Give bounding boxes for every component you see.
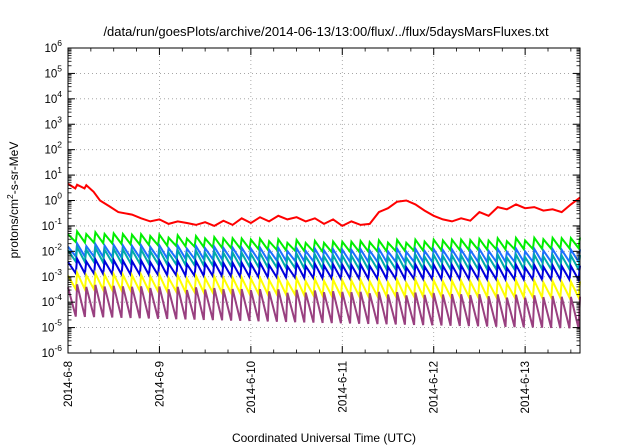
y-tick-exponent: 4 <box>57 89 62 99</box>
x-tick-label: 2014-6-10 <box>246 361 258 413</box>
y-tick-label: 10-4 <box>42 292 63 309</box>
y-tick-label: 10-1 <box>42 216 63 233</box>
x-axis-label: Coordinated Universal Time (UTC) <box>232 431 416 445</box>
y-tick-base: 10 <box>42 297 55 309</box>
y-tick-base: 10 <box>42 246 55 258</box>
y-tick-exponent: -6 <box>54 343 62 353</box>
y-tick-base: 10 <box>44 145 57 157</box>
y-axis-label: protons/cm2-s-sr-MeV <box>5 142 21 259</box>
y-tick-label: 104 <box>44 89 62 106</box>
y-tick-exponent: 2 <box>57 140 62 150</box>
data-series <box>67 183 581 329</box>
y-tick-base: 10 <box>44 170 57 182</box>
y-tick-base: 10 <box>44 196 57 208</box>
y-label-rest: -s-sr-MeV <box>7 142 21 195</box>
x-tick-label: 2014-6-8 <box>63 361 75 407</box>
y-tick-exponent: 3 <box>57 114 62 124</box>
x-tick-label: 2014-6-9 <box>154 361 166 407</box>
y-tick-base: 10 <box>44 119 57 131</box>
x-tick-labels: 2014-6-8 2014-6-9 2014-6-10 2014-6-11 2014-6… <box>63 361 532 413</box>
x-tick-label: 2014-6-13 <box>520 361 532 413</box>
series-line <box>67 284 581 329</box>
y-tick-label: 102 <box>44 140 62 157</box>
y-label-base: protons/cm <box>7 199 21 258</box>
x-tick-label: 2014-6-11 <box>337 361 349 413</box>
y-tick-exponent: 5 <box>57 63 62 73</box>
y-tick-labels: 10-610-510-410-310-210-11001011021031041… <box>42 38 63 360</box>
series-line <box>67 183 581 228</box>
series-line <box>67 228 581 255</box>
x-tick-label: 2014-6-12 <box>429 361 441 413</box>
y-tick-base: 10 <box>42 348 55 360</box>
series-line <box>67 268 581 302</box>
y-tick-label: 10-2 <box>42 241 63 258</box>
y-tick-base: 10 <box>42 323 55 335</box>
y-tick-base: 10 <box>42 272 55 284</box>
y-tick-exponent: 1 <box>57 165 62 175</box>
y-label-sup: 2 <box>5 194 15 199</box>
y-tick-label: 103 <box>44 114 62 131</box>
y-tick-base: 10 <box>44 43 57 55</box>
y-tick-label: 10-6 <box>42 343 63 360</box>
series-line <box>67 255 581 284</box>
y-tick-exponent: 6 <box>57 38 62 48</box>
y-tick-label: 106 <box>44 38 62 55</box>
y-tick-exponent: -1 <box>54 216 62 226</box>
y-tick-base: 10 <box>44 68 57 80</box>
chart-title: /data/run/goesPlots/archive/2014-06-13/1… <box>103 24 549 39</box>
y-tick-label: 10-5 <box>42 318 63 335</box>
y-tick-label: 10-3 <box>42 267 63 284</box>
y-tick-base: 10 <box>44 94 57 106</box>
y-tick-label: 105 <box>44 63 62 80</box>
y-tick-exponent: -4 <box>54 292 62 302</box>
y-tick-exponent: -3 <box>54 267 62 277</box>
y-tick-exponent: 0 <box>57 191 62 201</box>
y-tick-label: 101 <box>44 165 62 182</box>
y-tick-exponent: -5 <box>54 318 62 328</box>
y-tick-exponent: -2 <box>54 241 62 251</box>
y-tick-label: 100 <box>44 191 62 208</box>
axis-ticks <box>67 47 580 354</box>
y-tick-base: 10 <box>42 221 55 233</box>
